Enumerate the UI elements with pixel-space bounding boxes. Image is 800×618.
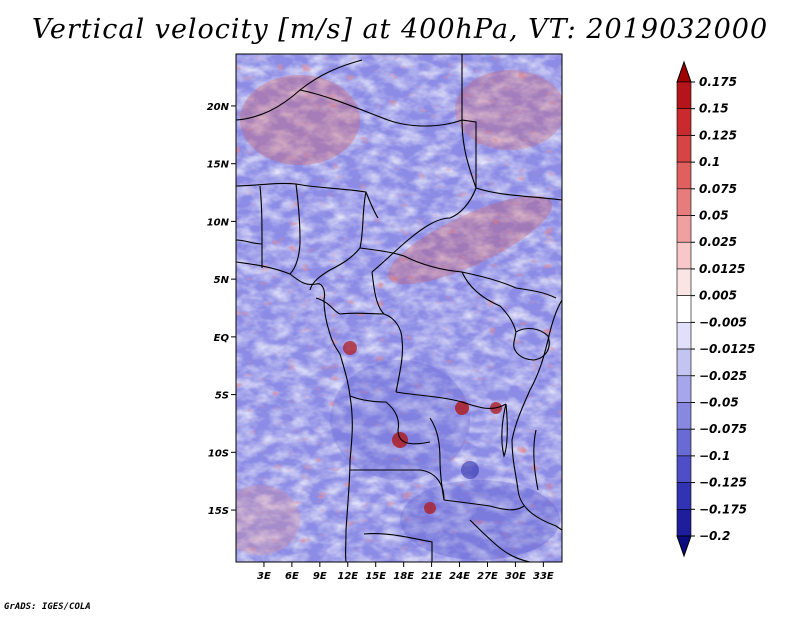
lon-tick-label: 15E bbox=[365, 571, 386, 582]
lon-tick-label: 24E bbox=[449, 571, 470, 582]
colorbar-label: 0.15 bbox=[699, 102, 729, 116]
negative-patch-central bbox=[330, 360, 470, 480]
country-boundaries bbox=[236, 54, 562, 562]
colorbar-swatch bbox=[676, 215, 692, 243]
colorbar-label: 0.05 bbox=[699, 209, 729, 223]
colorbar-label: −0.0125 bbox=[699, 342, 755, 356]
colorbar-label: 0.175 bbox=[699, 75, 737, 89]
lon-tick-label: 6E bbox=[285, 571, 299, 582]
colorbar-label: 0.0125 bbox=[699, 262, 745, 276]
strong-cell-1 bbox=[392, 432, 408, 448]
colorbar-label: −0.005 bbox=[699, 315, 747, 329]
negative-patch-south bbox=[400, 480, 560, 560]
colorbar-label: 0.075 bbox=[699, 182, 737, 196]
colorbar-label: −0.125 bbox=[699, 476, 747, 490]
colorbar-label: −0.1 bbox=[699, 449, 730, 463]
lon-tick-label: 9E bbox=[313, 571, 327, 582]
lon-tick-label: 3E bbox=[257, 571, 271, 582]
longitude-axis: 3E 6E 9E 12E 15E 18E 21E 24E 27E 30E 33E bbox=[257, 562, 554, 582]
colorbar-label: 0.1 bbox=[699, 155, 720, 169]
colorbar-swatch bbox=[676, 508, 692, 537]
lon-tick-label: 12E bbox=[337, 571, 358, 582]
colorbar-swatch bbox=[676, 135, 692, 163]
colorbar-label: −0.2 bbox=[699, 529, 730, 543]
colorbar: 0.175 0.15 0.125 0.1 0.075 0.05 0.025 0.0125 0.0… bbox=[676, 60, 755, 558]
colorbar-swatch bbox=[676, 428, 692, 457]
colorbar-swatch bbox=[676, 108, 692, 136]
lat-tick-label: 5S bbox=[215, 391, 229, 402]
colorbar-swatch bbox=[676, 295, 692, 323]
strong-downdraft-cell bbox=[461, 461, 479, 479]
colorbar-top-arrow bbox=[676, 60, 692, 83]
colorbar-swatch bbox=[676, 348, 692, 377]
positive-patch-northeast bbox=[455, 70, 562, 150]
colorbar-label: 0.005 bbox=[699, 289, 737, 303]
latitude-axis: 20N 15N 10N 5N EQ 5S 10S 15S bbox=[207, 102, 236, 517]
strong-cell-2 bbox=[455, 401, 469, 415]
velocity-map bbox=[236, 54, 562, 562]
colorbar-label: −0.075 bbox=[699, 422, 747, 436]
map-frame bbox=[235, 53, 563, 563]
colorbar-label: 0.025 bbox=[699, 235, 737, 249]
colorbar-swatch bbox=[676, 455, 692, 483]
colorbar-label: −0.175 bbox=[699, 502, 747, 516]
colorbar-swatch bbox=[676, 241, 692, 270]
colorbar-swatch bbox=[676, 81, 692, 110]
positive-band-sahel bbox=[387, 195, 553, 285]
lon-tick-label: 18E bbox=[393, 571, 414, 582]
colorbar-swatch bbox=[676, 161, 692, 190]
strong-cell-4 bbox=[424, 502, 436, 514]
lat-tick-label: 10N bbox=[207, 217, 230, 228]
lon-tick-label: 33E bbox=[533, 571, 554, 582]
lon-tick-label: 21E bbox=[421, 571, 442, 582]
strong-cell-5 bbox=[343, 341, 357, 355]
positive-patch-southwest bbox=[236, 485, 300, 555]
lat-tick-label: 15S bbox=[208, 506, 229, 517]
colorbar-swatch bbox=[676, 482, 692, 510]
software-credit: GrADS: IGES/COLA bbox=[4, 602, 91, 612]
colorbar-label: −0.05 bbox=[699, 395, 739, 409]
colorbar-swatch bbox=[676, 402, 692, 430]
lat-tick-label: 20N bbox=[207, 102, 230, 113]
positive-patch-north bbox=[240, 75, 360, 165]
lon-tick-label: 27E bbox=[477, 571, 498, 582]
colorbar-swatch bbox=[676, 375, 692, 403]
lon-tick-label: 30E bbox=[505, 571, 526, 582]
lat-tick-label: EQ bbox=[214, 333, 230, 344]
colorbar-swatch bbox=[676, 268, 692, 296]
map-title: Vertical velocity [m/s] at 400hPa, VT: 2… bbox=[31, 14, 769, 45]
colorbar-swatch bbox=[676, 188, 692, 216]
lat-tick-label: 10S bbox=[208, 448, 229, 459]
lat-tick-label: 15N bbox=[207, 160, 230, 171]
positive-texture bbox=[236, 54, 562, 562]
colorbar-swatch bbox=[676, 322, 692, 350]
lat-tick-label: 5N bbox=[214, 275, 230, 286]
colorbar-label: −0.025 bbox=[699, 369, 747, 383]
colorbar-label: 0.125 bbox=[699, 128, 737, 142]
colorbar-bottom-arrow bbox=[676, 535, 692, 558]
